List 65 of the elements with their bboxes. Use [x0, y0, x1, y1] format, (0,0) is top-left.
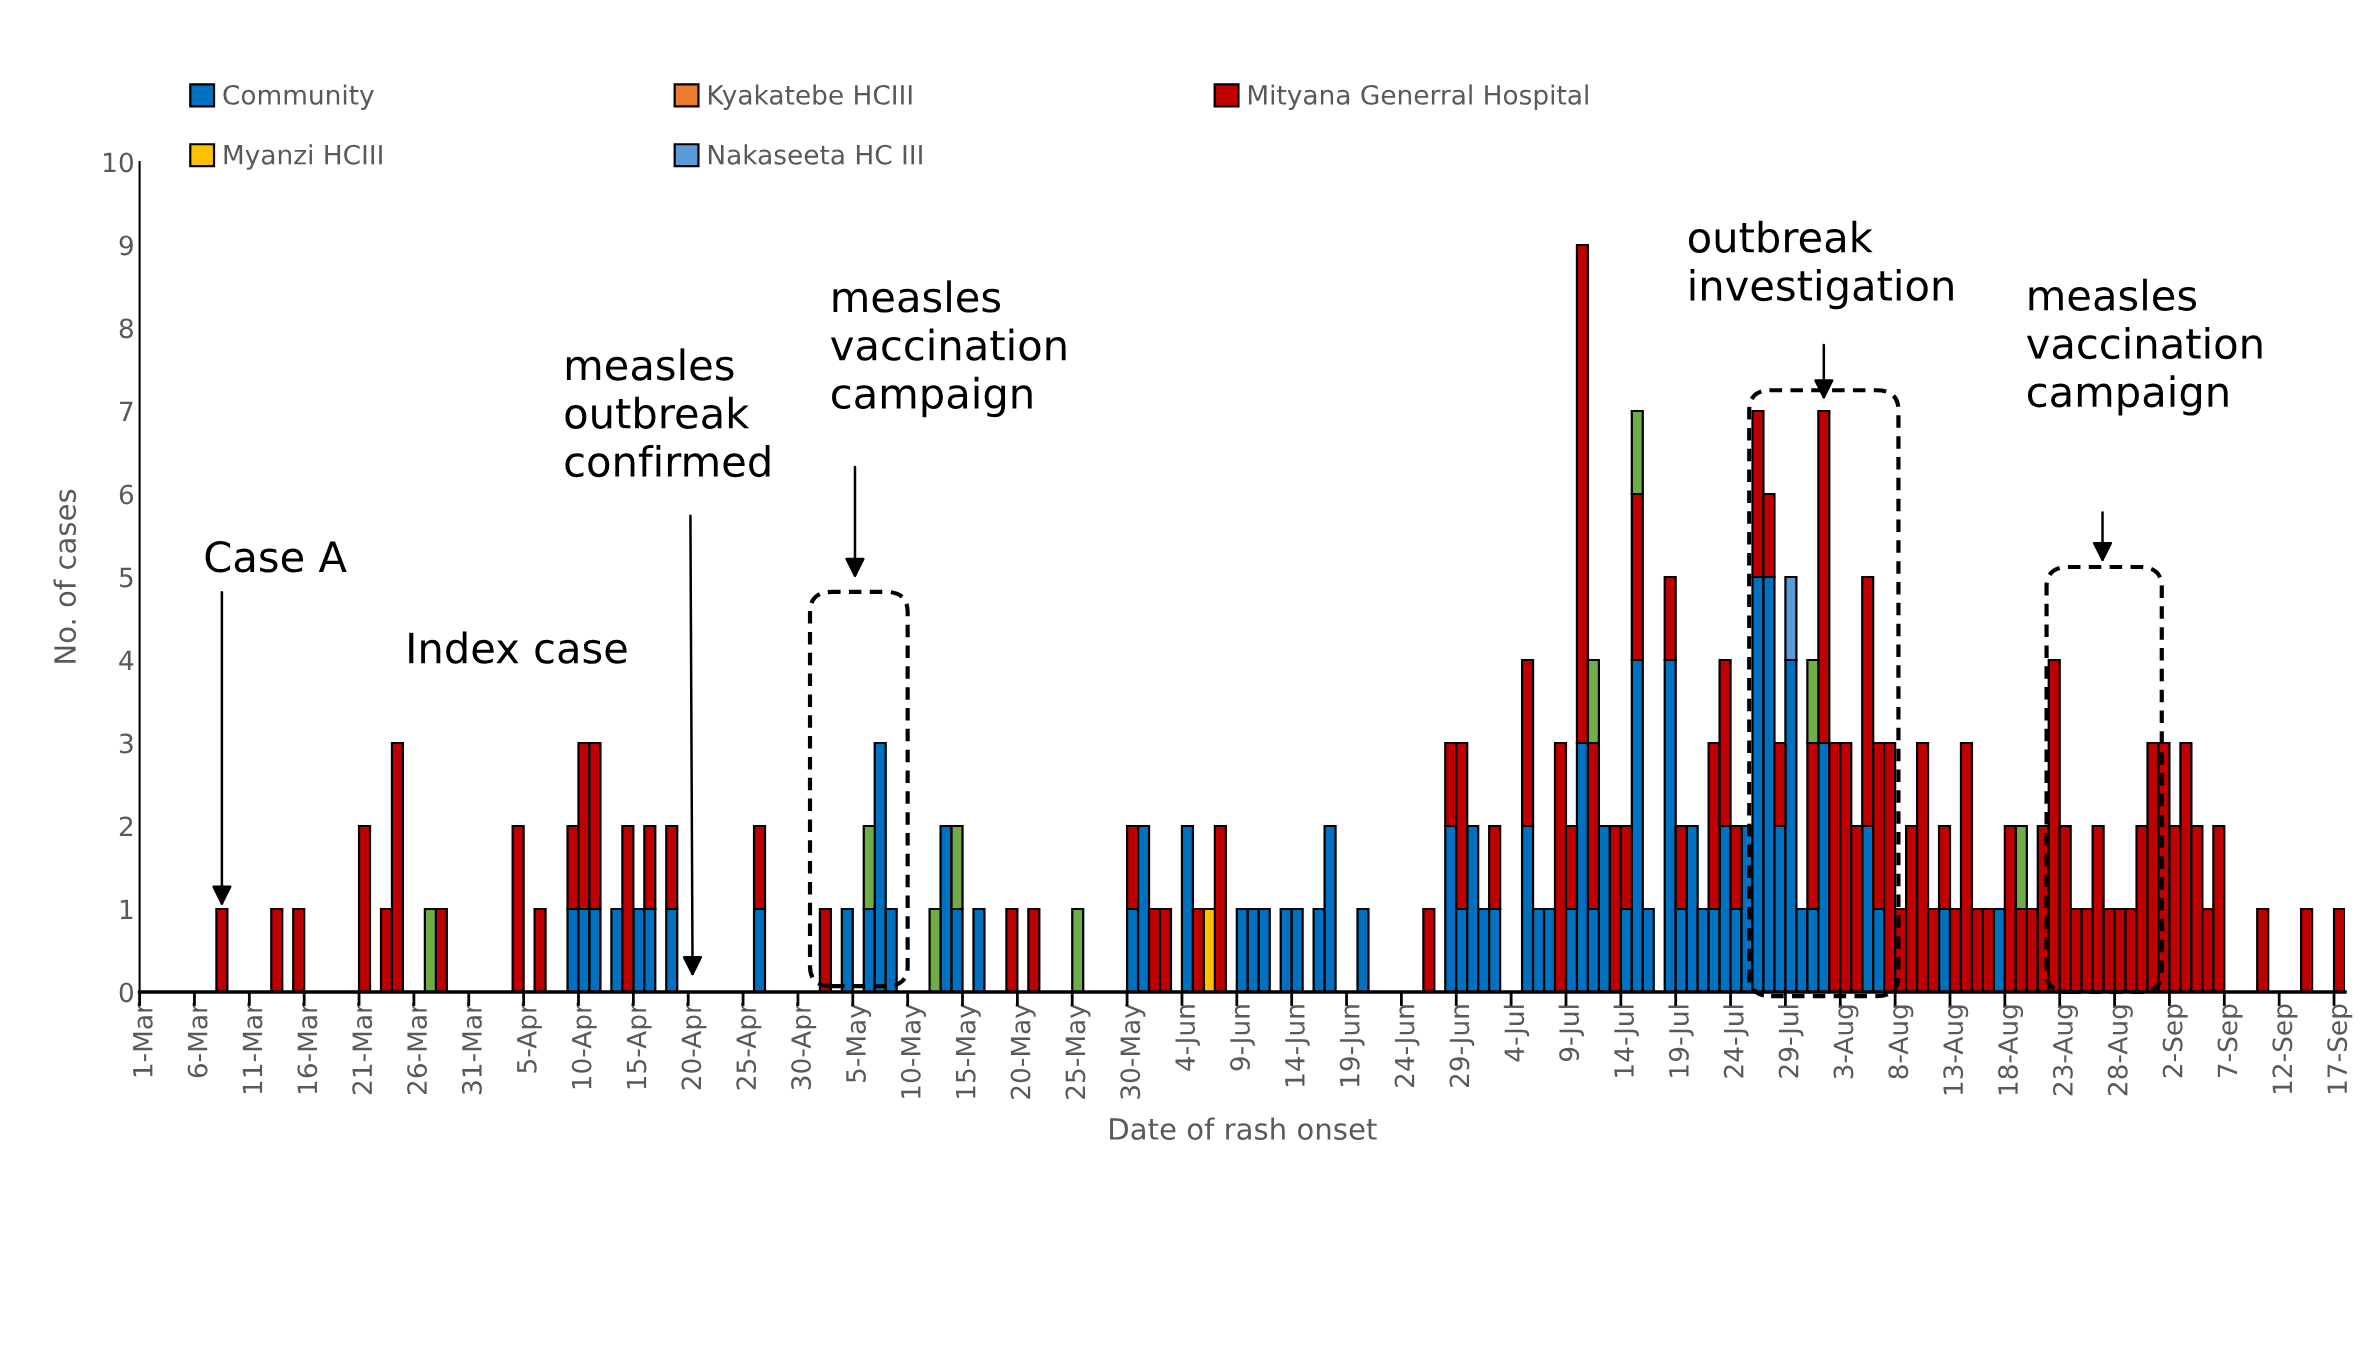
legend-label: Nakaseeta HC III — [708, 144, 922, 165]
x-tick-label: 11-Mar — [242, 1003, 263, 1094]
x-tick-label: 13-Aug — [1943, 1005, 1969, 1095]
x-tick-label: 1-Mar — [133, 1003, 153, 1077]
x-tick-label: 25-May — [1065, 1003, 1091, 1099]
x-tick-label: 15-Apr — [626, 1003, 652, 1089]
y-tick-label: 3 — [119, 733, 133, 754]
x-tick-label: 4-Jun — [1175, 1005, 1200, 1071]
y-tick-label: 1 — [120, 899, 133, 920]
x-tick-label: 24-Jun — [1394, 1005, 1420, 1087]
x-tick-label: 19-Jun — [1339, 1005, 1365, 1087]
y-tick-label: 9 — [119, 235, 133, 256]
x-tick-label: 5-May — [846, 1003, 872, 1082]
x-tick-label: 24-Jul — [1723, 1005, 1749, 1078]
x-tick-label: 31-Mar — [461, 1003, 482, 1094]
x-tick-label: 9-Jun — [1230, 1005, 1255, 1071]
x-tick-label: 7-Sep — [2217, 1004, 2243, 1077]
annotation: Index case — [409, 631, 627, 664]
x-tick-label: 5-Apr — [517, 1003, 542, 1073]
x-tick-label: 9-Jul — [1558, 1005, 1585, 1062]
x-tick-label: 28-Aug — [2107, 1005, 2133, 1096]
y-tick-label: 7 — [120, 401, 133, 422]
legend-label: Myanzi HCIII — [224, 144, 382, 170]
x-tick-label: 20-Apr — [681, 1003, 707, 1090]
y-tick-label: 4 — [119, 650, 134, 671]
x-tick-label: 2-Sep — [2162, 1004, 2188, 1078]
x-tick-label: 10-May — [900, 1003, 926, 1098]
x-tick-label: 4-Jul — [1503, 1005, 1530, 1062]
x-tick-label: 20-May — [1010, 1003, 1036, 1099]
x-tick-label: 14-Jun — [1285, 1005, 1310, 1087]
x-tick-label: 29-Jul — [1778, 1005, 1804, 1078]
x-tick-label: 19-Jul — [1668, 1005, 1694, 1077]
legend-label: Kyakatebe HCIII — [708, 84, 912, 110]
x-tick-label: 10-Apr — [571, 1003, 597, 1089]
x-axis-title: Date of rash onset — [1110, 1117, 1377, 1141]
y-axis-title: No. of cases — [53, 489, 77, 663]
y-tick-label: 5 — [119, 567, 133, 588]
x-tick-label: 17-Sep — [2327, 1004, 2353, 1094]
x-tick-label: 25-Apr — [736, 1003, 762, 1090]
x-tick-label: 26-Mar — [407, 1003, 428, 1095]
x-tick-label: 6-Mar — [187, 1003, 208, 1078]
y-tick-label: 10 — [104, 152, 133, 173]
x-tick-label: 16-Mar — [297, 1003, 318, 1094]
x-tick-label: 12-Sep — [2272, 1004, 2298, 1094]
x-tick-label: 3-Aug — [1833, 1005, 1859, 1079]
x-tick-label: 8-Aug — [1888, 1005, 1914, 1079]
x-tick-label: 14-Jul — [1613, 1005, 1639, 1077]
annotation: outbreak investigation — [1688, 220, 1953, 310]
x-tick-label: 30-Apr — [791, 1003, 817, 1090]
annotation: measles vaccination campaign — [2026, 278, 2262, 416]
x-tick-label: 21-Mar — [352, 1003, 373, 1095]
legend-label: Mityana Generral Hospital — [1248, 84, 1588, 110]
x-tick-label: 29-Jun — [1449, 1005, 1475, 1087]
y-tick-label: 2 — [119, 816, 133, 837]
legend-label: Community — [223, 84, 374, 110]
annotation: Case A — [205, 540, 347, 573]
x-tick-label: 18-Aug — [1998, 1005, 2024, 1095]
x-tick-label: 15-May — [956, 1003, 981, 1098]
annotation: measles outbreak confirmed — [565, 348, 770, 478]
y-tick-label: 6 — [119, 484, 134, 505]
y-tick-label: 8 — [119, 318, 133, 339]
x-tick-label: 23-Aug — [2052, 1005, 2078, 1096]
x-tick-label: 30-May — [1120, 1003, 1146, 1099]
annotation: measles vaccination campaign — [830, 280, 1066, 418]
y-tick-label: 0 — [119, 982, 133, 1003]
